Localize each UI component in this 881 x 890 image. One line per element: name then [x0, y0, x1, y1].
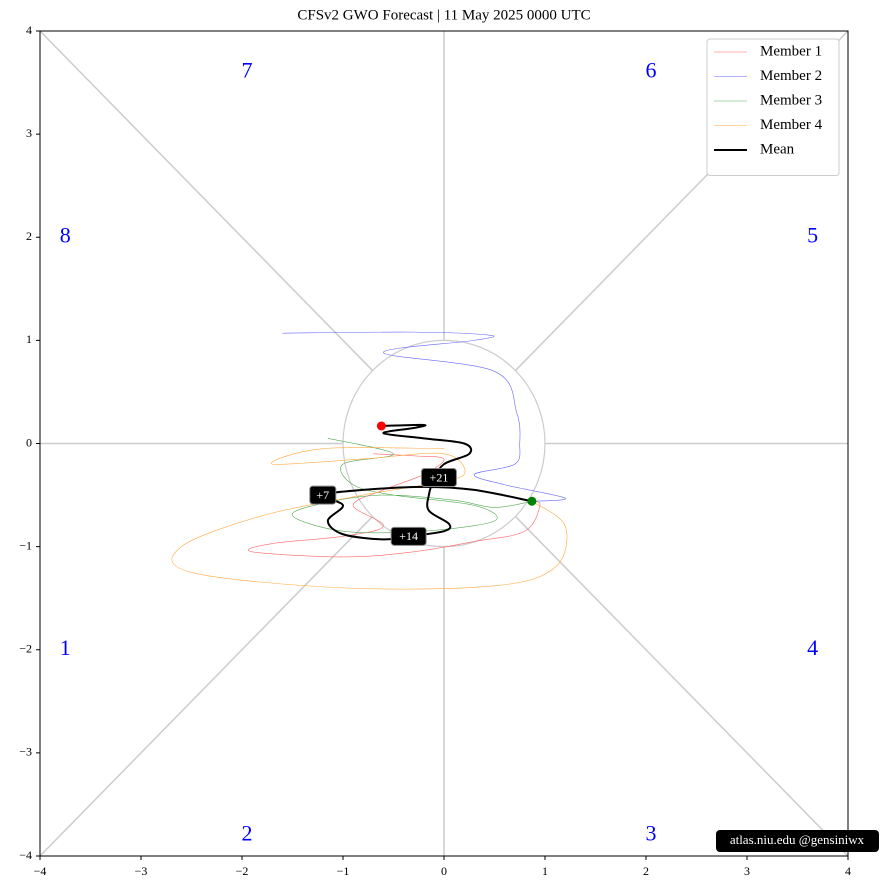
end-point	[376, 421, 386, 431]
x-tick-label: 0	[441, 864, 447, 878]
phase-label: 4	[807, 635, 818, 660]
x-tick-label: 2	[643, 864, 649, 878]
x-tick-label: −4	[34, 864, 47, 878]
x-tick-label: 4	[845, 864, 851, 878]
guide-line	[514, 515, 849, 857]
day-label-bg	[390, 526, 427, 546]
watermark: atlas.niu.edu @gensiniwx	[716, 830, 879, 852]
day-label-bg	[420, 468, 457, 488]
legend-box	[706, 38, 840, 176]
y-tick-label: −4	[19, 848, 32, 862]
watermark-text: atlas.niu.edu @gensiniwx	[730, 832, 865, 847]
unit-circle	[342, 339, 546, 548]
series-line	[171, 447, 568, 590]
series-line	[247, 453, 541, 558]
phase-label: 1	[60, 635, 71, 660]
guide-line	[39, 515, 374, 857]
x-tick-label: 3	[744, 864, 750, 878]
day-label-bg	[309, 485, 337, 505]
legend-label: Mean	[760, 141, 795, 157]
day-label: +14	[399, 529, 418, 543]
x-tick-label: −3	[135, 864, 148, 878]
y-tick-label: 3	[26, 126, 32, 140]
chart-title: CFSv2 GWO Forecast | 11 May 2025 0000 UT…	[297, 7, 590, 23]
legend-label: Member 4	[760, 117, 823, 133]
phase-label: 5	[807, 222, 818, 247]
legend-label: Member 3	[760, 92, 822, 108]
day-label-box: +7	[309, 485, 337, 505]
phase-label: 8	[60, 222, 71, 247]
legend-label: Member 2	[760, 68, 822, 84]
y-tick-label: −1	[19, 538, 32, 552]
day-label: +7	[316, 488, 329, 502]
phase-label: 2	[242, 820, 253, 845]
y-tick-label: 4	[26, 23, 32, 37]
day-label: +21	[430, 470, 449, 484]
x-tick-label: −1	[337, 864, 350, 878]
day-label-box: +21	[420, 468, 457, 488]
series-line	[282, 331, 566, 502]
phase-label: 6	[646, 57, 657, 82]
y-tick-label: −2	[19, 642, 32, 656]
y-tick-label: 2	[26, 229, 32, 243]
x-tick-label: −2	[236, 864, 249, 878]
legend-label: Member 1	[760, 43, 822, 59]
y-tick-label: 1	[26, 332, 32, 346]
x-tick-label: 1	[542, 864, 548, 878]
phase-label: 3	[646, 820, 657, 845]
start-point	[527, 496, 537, 506]
y-tick-label: 0	[26, 435, 32, 449]
watermark-bg	[716, 830, 879, 852]
day-label-box: +14	[390, 526, 427, 546]
y-tick-label: −3	[19, 745, 32, 759]
guide-line	[39, 30, 374, 372]
phase-label: 7	[242, 57, 253, 82]
